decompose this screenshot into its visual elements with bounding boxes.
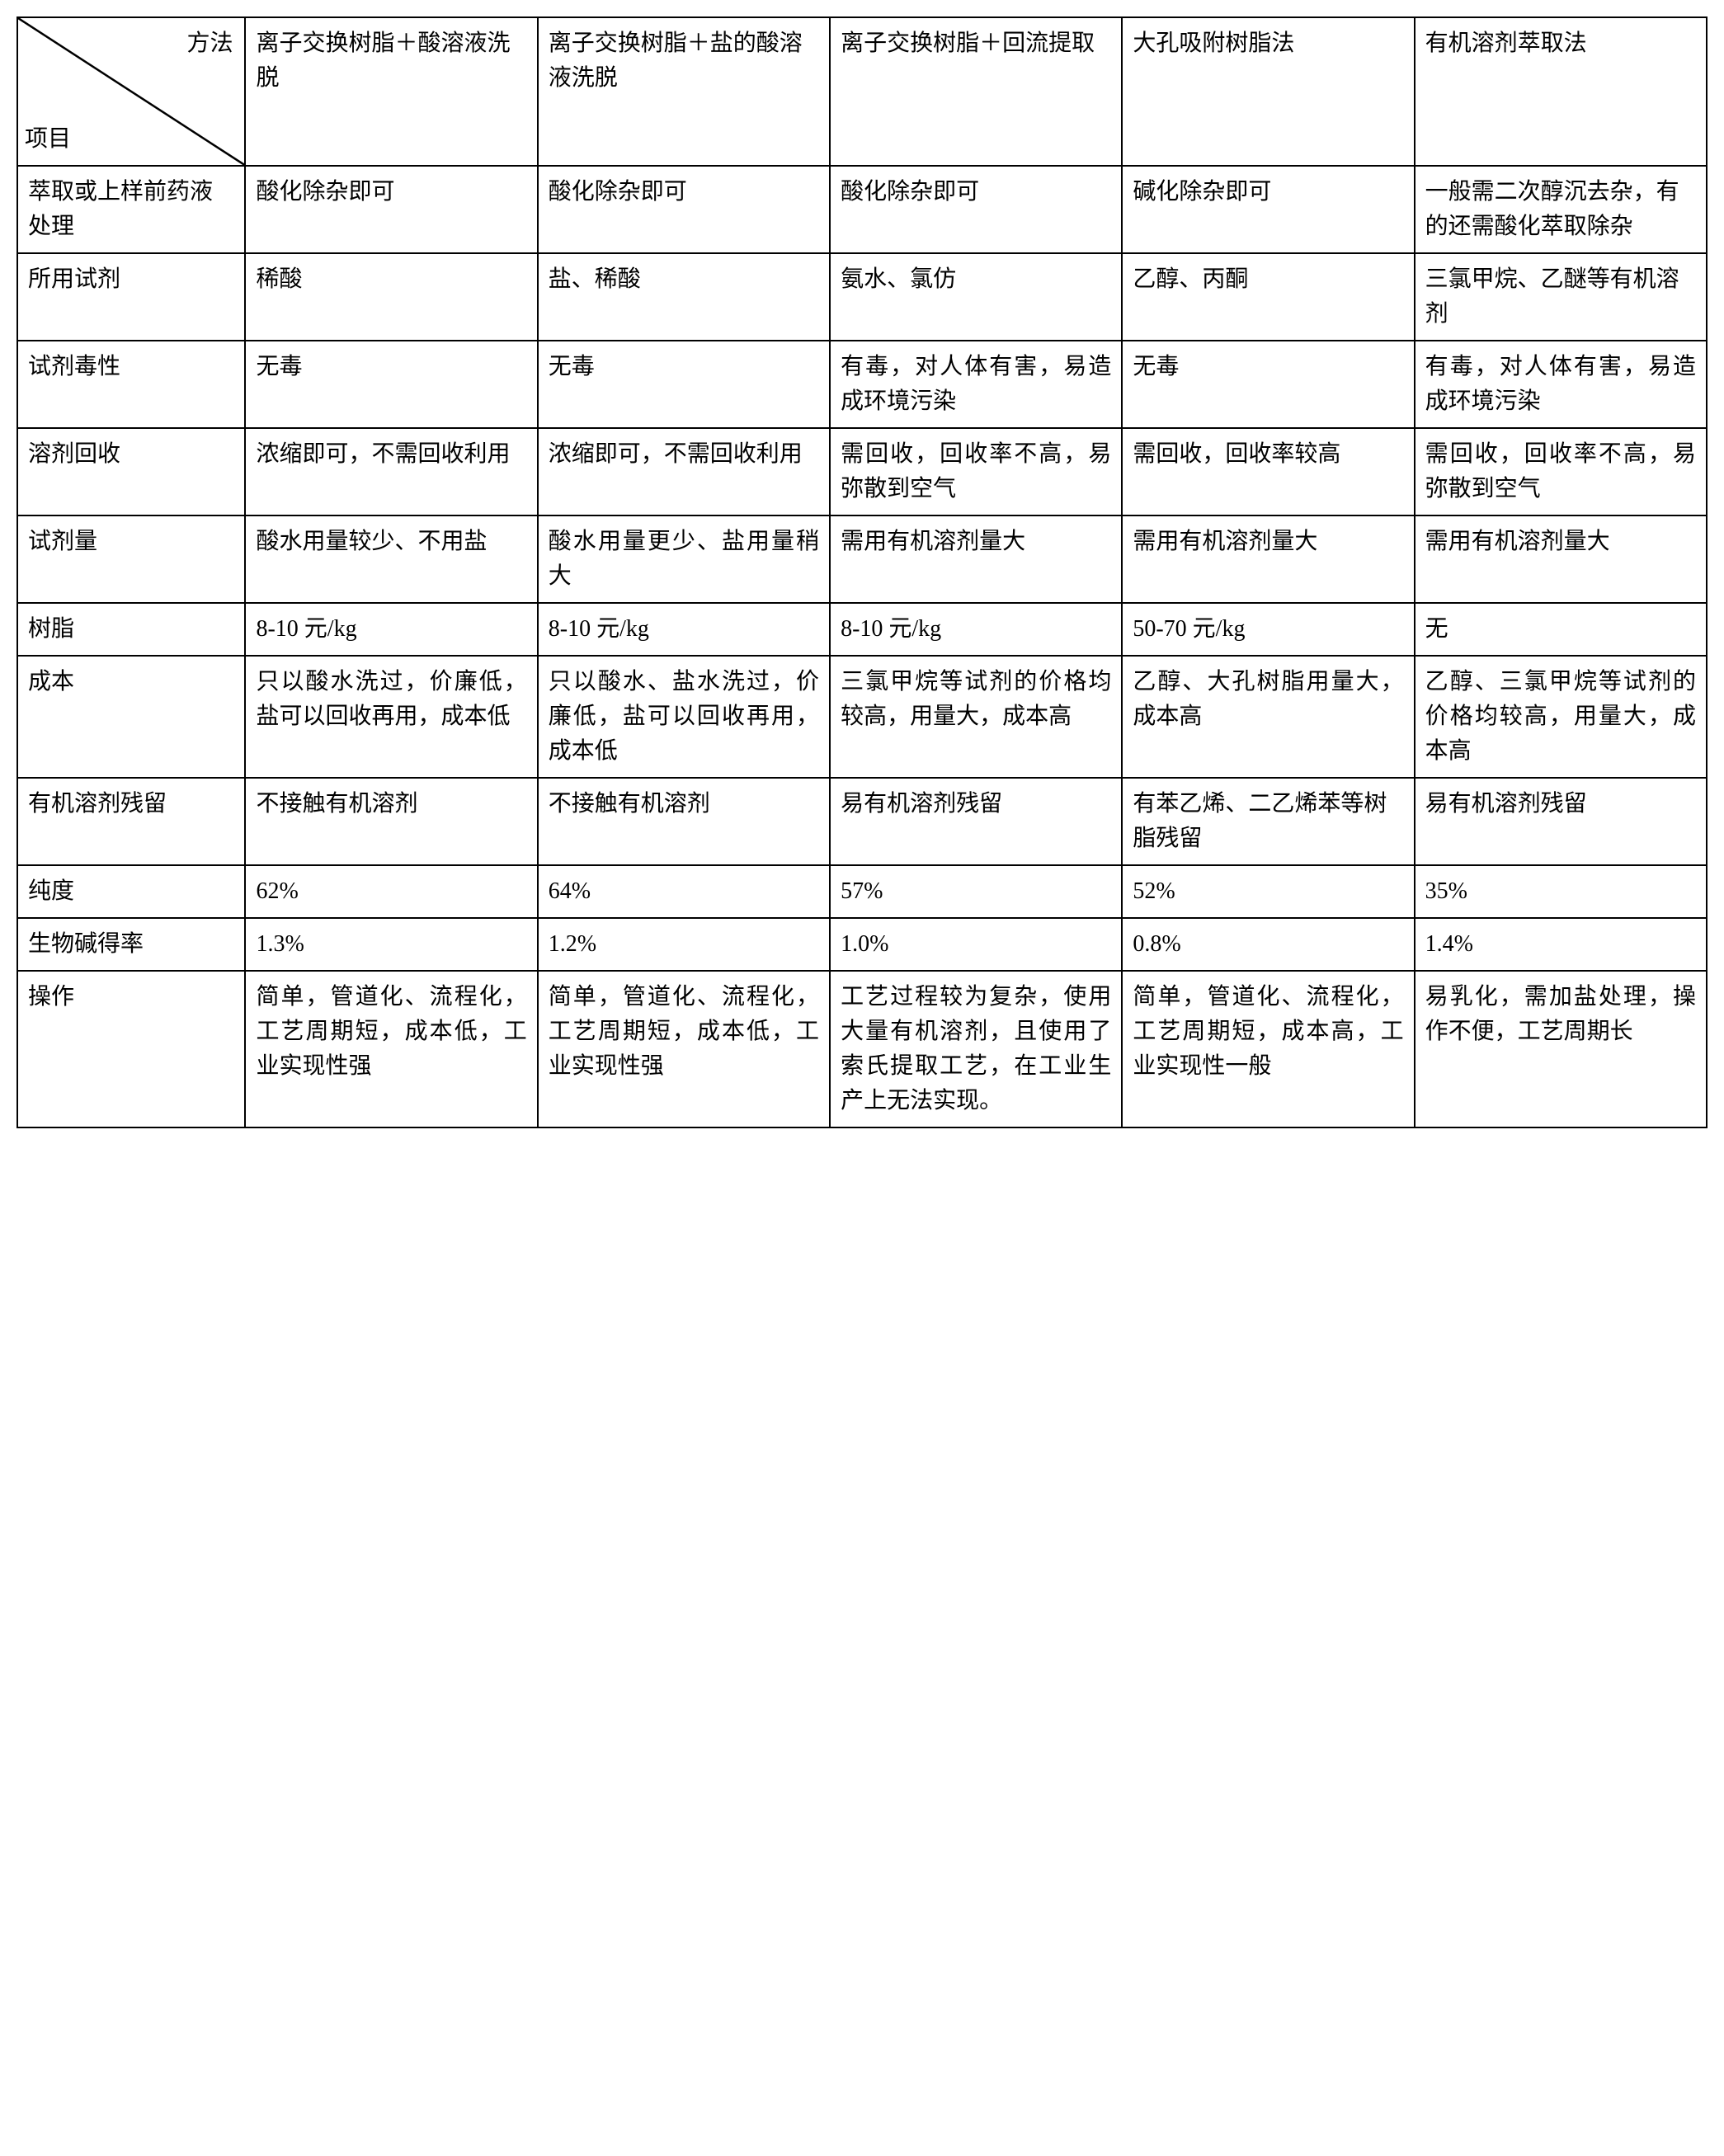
table-cell: 浓缩即可，不需回收利用: [245, 428, 537, 515]
table-cell: 盐、稀酸: [538, 253, 830, 341]
table-row: 生物碱得率1.3%1.2%1.0%0.8%1.4%: [17, 918, 1707, 971]
table-row: 纯度62%64%57%52%35%: [17, 865, 1707, 918]
row-label: 所用试剂: [17, 253, 245, 341]
table-cell: 需用有机溶剂量大: [1122, 515, 1414, 603]
table-cell: 稀酸: [245, 253, 537, 341]
table-cell: 只以酸水、盐水洗过，价廉低，盐可以回收再用，成本低: [538, 656, 830, 778]
table-cell: 无毒: [245, 341, 537, 428]
row-label: 操作: [17, 971, 245, 1127]
table-cell: 碱化除杂即可: [1122, 166, 1414, 253]
table-cell: 酸水用量较少、不用盐: [245, 515, 537, 603]
table-cell: 氨水、氯仿: [830, 253, 1122, 341]
header-items-label: 项目: [25, 122, 71, 157]
table-cell: 不接触有机溶剂: [245, 778, 537, 865]
table-cell: 酸化除杂即可: [830, 166, 1122, 253]
table-cell: 易有机溶剂残留: [830, 778, 1122, 865]
column-header: 离子交换树脂＋酸溶液洗脱: [245, 17, 537, 166]
table-row: 溶剂回收浓缩即可，不需回收利用浓缩即可，不需回收利用需回收，回收率不高，易弥散到…: [17, 428, 1707, 515]
table-row: 成本只以酸水洗过，价廉低，盐可以回收再用，成本低只以酸水、盐水洗过，价廉低，盐可…: [17, 656, 1707, 778]
table-cell: 易乳化，需加盐处理，操作不便，工艺周期长: [1415, 971, 1707, 1127]
table-row: 树脂8-10 元/kg8-10 元/kg8-10 元/kg50-70 元/kg无: [17, 603, 1707, 656]
diagonal-header-cell: 方法项目: [17, 17, 245, 166]
table-cell: 酸化除杂即可: [245, 166, 537, 253]
row-label: 试剂毒性: [17, 341, 245, 428]
table-cell: 乙醇、大孔树脂用量大，成本高: [1122, 656, 1414, 778]
table-row: 试剂毒性无毒无毒有毒，对人体有害，易造成环境污染无毒有毒，对人体有害，易造成环境…: [17, 341, 1707, 428]
table-cell: 需回收，回收率较高: [1122, 428, 1414, 515]
table-cell: 52%: [1122, 865, 1414, 918]
table-row: 有机溶剂残留不接触有机溶剂不接触有机溶剂易有机溶剂残留有苯乙烯、二乙烯苯等树脂残…: [17, 778, 1707, 865]
table-cell: 62%: [245, 865, 537, 918]
table-cell: 1.0%: [830, 918, 1122, 971]
table-cell: 乙醇、三氯甲烷等试剂的价格均较高，用量大，成本高: [1415, 656, 1707, 778]
table-cell: 简单，管道化、流程化，工艺周期短，成本低，工业实现性强: [245, 971, 537, 1127]
row-label: 树脂: [17, 603, 245, 656]
table-cell: 无毒: [538, 341, 830, 428]
column-header: 大孔吸附树脂法: [1122, 17, 1414, 166]
table-cell: 无: [1415, 603, 1707, 656]
row-label: 有机溶剂残留: [17, 778, 245, 865]
row-label: 溶剂回收: [17, 428, 245, 515]
table-cell: 易有机溶剂残留: [1415, 778, 1707, 865]
table-cell: 需回收，回收率不高，易弥散到空气: [1415, 428, 1707, 515]
table-cell: 不接触有机溶剂: [538, 778, 830, 865]
row-label: 试剂量: [17, 515, 245, 603]
table-cell: 简单，管道化、流程化，工艺周期短，成本高，工业实现性一般: [1122, 971, 1414, 1127]
table-cell: 简单，管道化、流程化，工艺周期短，成本低，工业实现性强: [538, 971, 830, 1127]
row-label: 萃取或上样前药液处理: [17, 166, 245, 253]
table-cell: 有毒，对人体有害，易造成环境污染: [1415, 341, 1707, 428]
table-row: 所用试剂稀酸盐、稀酸氨水、氯仿乙醇、丙酮三氯甲烷、乙醚等有机溶剂: [17, 253, 1707, 341]
table-cell: 8-10 元/kg: [538, 603, 830, 656]
table-cell: 有苯乙烯、二乙烯苯等树脂残留: [1122, 778, 1414, 865]
table-cell: 乙醇、丙酮: [1122, 253, 1414, 341]
table-cell: 只以酸水洗过，价廉低，盐可以回收再用，成本低: [245, 656, 537, 778]
table-cell: 1.4%: [1415, 918, 1707, 971]
table-cell: 8-10 元/kg: [245, 603, 537, 656]
table-cell: 工艺过程较为复杂，使用大量有机溶剂，且使用了索氏提取工艺，在工业生产上无法实现。: [830, 971, 1122, 1127]
table-cell: 三氯甲烷等试剂的价格均较高，用量大，成本高: [830, 656, 1122, 778]
table-header-row: 方法项目离子交换树脂＋酸溶液洗脱离子交换树脂＋盐的酸溶液洗脱离子交换树脂＋回流提…: [17, 17, 1707, 166]
table-cell: 0.8%: [1122, 918, 1414, 971]
table-cell: 一般需二次醇沉去杂，有的还需酸化萃取除杂: [1415, 166, 1707, 253]
table-cell: 酸水用量更少、盐用量稍大: [538, 515, 830, 603]
table-cell: 1.2%: [538, 918, 830, 971]
column-header: 离子交换树脂＋回流提取: [830, 17, 1122, 166]
table-row: 萃取或上样前药液处理酸化除杂即可酸化除杂即可酸化除杂即可碱化除杂即可一般需二次醇…: [17, 166, 1707, 253]
table-cell: 8-10 元/kg: [830, 603, 1122, 656]
table-cell: 35%: [1415, 865, 1707, 918]
table-cell: 需回收，回收率不高，易弥散到空气: [830, 428, 1122, 515]
table-cell: 需用有机溶剂量大: [1415, 515, 1707, 603]
table-cell: 无毒: [1122, 341, 1414, 428]
row-label: 纯度: [17, 865, 245, 918]
table-row: 试剂量酸水用量较少、不用盐酸水用量更少、盐用量稍大需用有机溶剂量大需用有机溶剂量…: [17, 515, 1707, 603]
row-label: 成本: [17, 656, 245, 778]
table-cell: 三氯甲烷、乙醚等有机溶剂: [1415, 253, 1707, 341]
column-header: 离子交换树脂＋盐的酸溶液洗脱: [538, 17, 830, 166]
row-label: 生物碱得率: [17, 918, 245, 971]
table-cell: 需用有机溶剂量大: [830, 515, 1122, 603]
table-cell: 有毒，对人体有害，易造成环境污染: [830, 341, 1122, 428]
table-cell: 1.3%: [245, 918, 537, 971]
table-cell: 64%: [538, 865, 830, 918]
table-cell: 浓缩即可，不需回收利用: [538, 428, 830, 515]
comparison-table: 方法项目离子交换树脂＋酸溶液洗脱离子交换树脂＋盐的酸溶液洗脱离子交换树脂＋回流提…: [16, 16, 1708, 1128]
table-body: 方法项目离子交换树脂＋酸溶液洗脱离子交换树脂＋盐的酸溶液洗脱离子交换树脂＋回流提…: [17, 17, 1707, 1127]
column-header: 有机溶剂萃取法: [1415, 17, 1707, 166]
table-cell: 50-70 元/kg: [1122, 603, 1414, 656]
table-cell: 57%: [830, 865, 1122, 918]
table-row: 操作简单，管道化、流程化，工艺周期短，成本低，工业实现性强简单，管道化、流程化，…: [17, 971, 1707, 1127]
table-cell: 酸化除杂即可: [538, 166, 830, 253]
header-methods-label: 方法: [186, 26, 233, 61]
